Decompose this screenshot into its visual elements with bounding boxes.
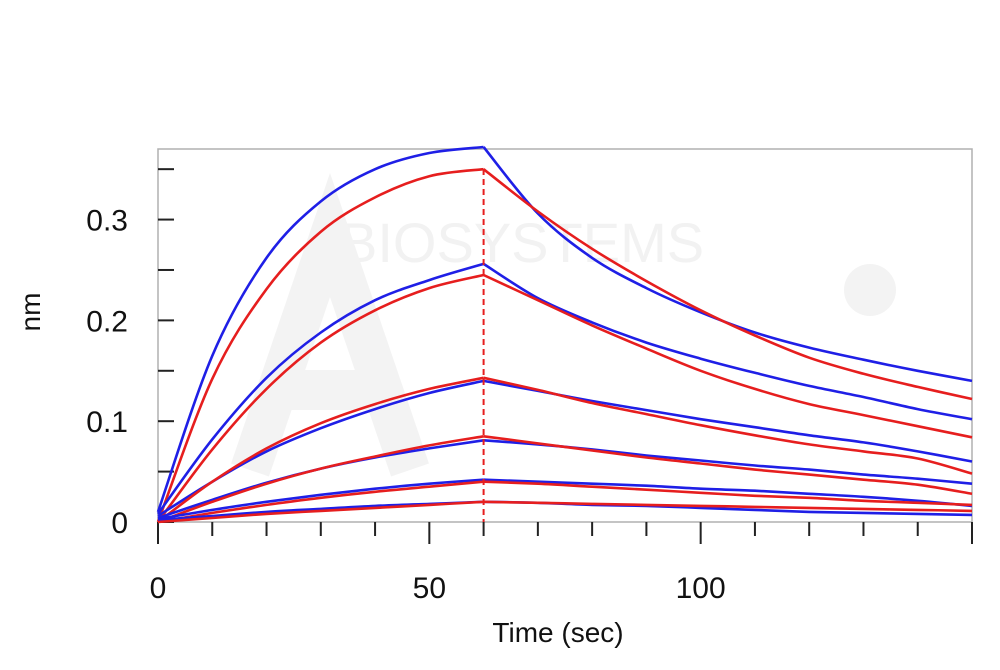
y-tick-label: 0 xyxy=(111,507,128,540)
watermark-logo xyxy=(231,172,896,477)
x-axis: 0 50 100 xyxy=(150,522,973,605)
fit-curve-segment xyxy=(157,500,484,524)
y-tick-label: 0.2 xyxy=(86,305,128,338)
measured-curve-segment xyxy=(482,262,973,421)
fit-curve-segment xyxy=(157,376,484,524)
series-layer xyxy=(156,145,973,524)
y-axis: 0 0.1 0.2 0.3 xyxy=(86,168,174,540)
y-axis-title: nm xyxy=(15,293,46,332)
fit-curve xyxy=(156,273,973,523)
watermark-glyph xyxy=(231,172,429,477)
fit-curve-segment xyxy=(483,435,973,496)
measured-curve-segment xyxy=(156,262,484,515)
fit-curve-segment xyxy=(157,435,484,524)
y-tick-label: 0.1 xyxy=(86,406,128,439)
fit-curve xyxy=(157,500,973,524)
fit-curve-segment xyxy=(483,500,973,513)
fit-curve xyxy=(157,480,973,524)
watermark-text: BIOSYSTEMS xyxy=(340,211,704,274)
measured-curve xyxy=(156,262,973,515)
measured-curve-segment xyxy=(157,478,484,521)
fit-curve-segment xyxy=(483,376,973,475)
watermark-dot xyxy=(844,264,896,316)
fit-curve-segment xyxy=(156,167,484,523)
measured-curve-segment xyxy=(156,145,484,513)
fit-curve-segment xyxy=(483,273,973,439)
x-axis-title: Time (sec) xyxy=(492,617,623,648)
measured-curve xyxy=(157,478,973,521)
measured-curve-segment xyxy=(157,439,484,520)
x-tick-label: 0 xyxy=(150,572,167,605)
x-tick-label: 50 xyxy=(413,572,446,605)
fit-curve-segment xyxy=(483,480,973,507)
fit-curve xyxy=(157,435,973,524)
fit-curve xyxy=(157,376,973,524)
fit-curve xyxy=(156,167,973,523)
x-tick-label: 100 xyxy=(676,572,726,605)
measured-curve-segment xyxy=(483,478,973,508)
fit-curve-segment xyxy=(482,168,973,401)
y-tick-label: 0.3 xyxy=(86,205,128,238)
fit-curve-segment xyxy=(156,273,484,523)
plot-frame xyxy=(157,148,973,523)
fit-curve-segment xyxy=(157,480,484,524)
